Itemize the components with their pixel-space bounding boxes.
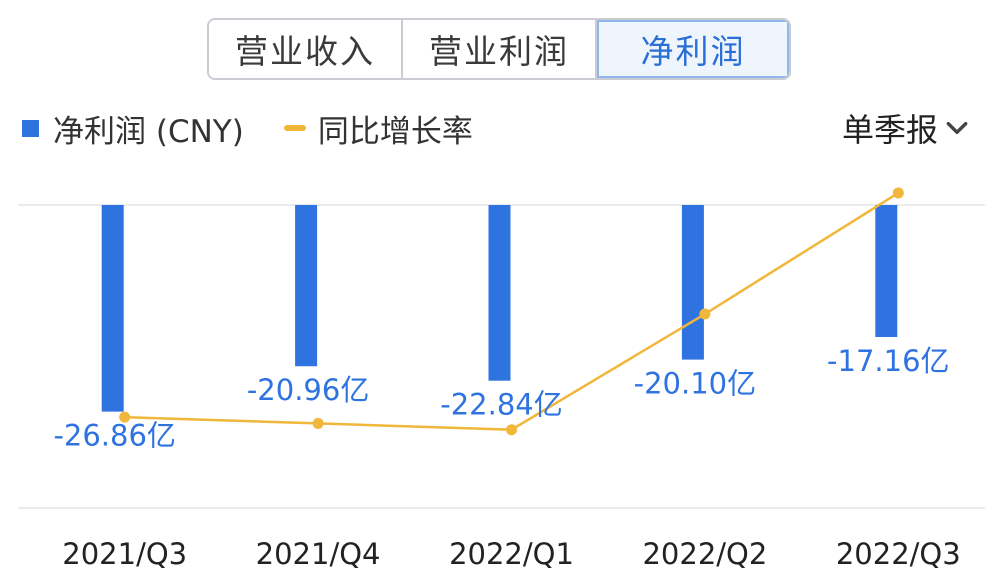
growth-rate-point-2022/Q2[interactable] bbox=[699, 308, 711, 320]
x-tick-label: 2022/Q1 bbox=[449, 537, 574, 571]
bar-2021/Q4[interactable] bbox=[295, 205, 318, 367]
legend-bar-label: 净利润 (CNY) bbox=[53, 113, 244, 150]
legend-line-swatch bbox=[283, 125, 306, 131]
legend-line-label: 同比增长率 bbox=[317, 113, 473, 150]
growth-rate-point-2021/Q3[interactable] bbox=[119, 411, 131, 423]
x-tick-label: 2021/Q4 bbox=[256, 537, 381, 571]
tab-net-profit[interactable]: 净利润 bbox=[597, 20, 789, 78]
bar-value-label: -20.96亿 bbox=[247, 373, 370, 407]
chevron-down-icon bbox=[946, 121, 968, 135]
period-select[interactable]: 单季报 bbox=[842, 104, 970, 152]
chart-legend: 净利润 (CNY) 同比增长率 bbox=[22, 104, 473, 152]
bar-value-label: -17.16亿 bbox=[827, 344, 950, 378]
bar-2022/Q2[interactable] bbox=[681, 205, 704, 360]
growth-rate-point-2022/Q3[interactable] bbox=[892, 187, 904, 199]
x-tick-label: 2021/Q3 bbox=[62, 537, 187, 571]
period-select-value: 单季报 bbox=[841, 111, 938, 149]
growth-rate-point-2021/Q4[interactable] bbox=[312, 417, 324, 429]
tab-revenue[interactable]: 营业收入 bbox=[209, 20, 403, 78]
bar-value-label: -20.10亿 bbox=[634, 367, 757, 401]
x-tick-label: 2022/Q3 bbox=[836, 537, 961, 571]
bar-2022/Q1[interactable] bbox=[488, 205, 511, 381]
growth-rate-point-2022/Q1[interactable] bbox=[506, 424, 517, 436]
x-tick-label: 2022/Q2 bbox=[642, 537, 767, 571]
bar-value-label: -26.86亿 bbox=[53, 419, 176, 453]
metric-tabs: 营业收入 营业利润 净利润 bbox=[207, 18, 791, 80]
bar-2022/Q3[interactable] bbox=[875, 205, 898, 337]
tab-operating-profit[interactable]: 营业利润 bbox=[403, 20, 597, 78]
bar-value-label: -22.84亿 bbox=[440, 388, 563, 422]
bar-2021/Q3[interactable] bbox=[101, 205, 124, 412]
legend-bar-swatch bbox=[22, 119, 39, 137]
